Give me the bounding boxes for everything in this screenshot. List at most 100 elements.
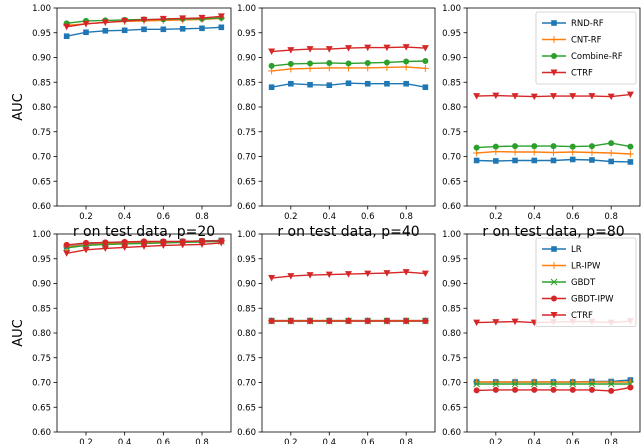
data-point	[531, 386, 538, 393]
data-point	[422, 57, 429, 64]
data-point	[473, 93, 481, 100]
data-point	[492, 386, 499, 393]
data-point	[511, 380, 519, 388]
data-point	[268, 62, 275, 69]
y-tick-label: 0.70	[442, 153, 461, 163]
y-tick-label: 0.80	[237, 329, 256, 339]
data-point	[588, 149, 596, 157]
y-tick-label: 0.80	[32, 103, 51, 113]
panel-bottom-left: 0.60 0.65 0.70 0.75 0.80 0.85 0.90 0.95 1.00 0.2 0…	[11, 230, 232, 444]
x-axis-label: r on test data, p=40	[277, 224, 419, 240]
data-point	[588, 93, 596, 100]
y-tick-label: 0.70	[237, 153, 256, 163]
y-tick-label: 0.70	[32, 153, 51, 163]
data-point	[141, 26, 147, 33]
data-point	[121, 238, 128, 245]
legend-label: CTRF	[571, 311, 593, 321]
y-tick-label: 0.85	[442, 78, 461, 88]
y-tick-label: 0.90	[237, 54, 256, 64]
data-point	[364, 318, 371, 325]
data-point	[326, 82, 333, 89]
data-point	[607, 93, 615, 101]
data-point	[550, 380, 557, 388]
data-point	[473, 387, 480, 394]
y-tick-label: 0.60	[32, 428, 51, 438]
x-tick-label: 0.8	[604, 212, 618, 222]
y-tick-label: 0.75	[237, 128, 256, 138]
legend-box	[535, 11, 637, 85]
panel-bottom-right: 0.60 0.65 0.70 0.75 0.80 0.85 0.90 0.95 1.00 0.2 0…	[442, 230, 641, 444]
data-point	[307, 318, 314, 325]
data-point	[83, 239, 89, 246]
legend-marker	[551, 20, 557, 26]
legend-label: GBDT	[571, 278, 596, 288]
legend-marker	[551, 295, 557, 302]
data-point	[198, 14, 206, 22]
data-point	[627, 159, 634, 165]
y-tick-label: 0.75	[442, 128, 461, 138]
y-tick-label: 0.80	[442, 329, 461, 339]
y-tick-label: 0.60	[442, 428, 461, 438]
data-point	[627, 143, 634, 150]
y-tick-label: 0.75	[442, 354, 461, 364]
data-point	[102, 239, 109, 246]
data-point	[383, 270, 391, 277]
data-point	[492, 143, 499, 150]
y-tick-label: 0.90	[442, 280, 461, 290]
legend-marker	[551, 53, 557, 59]
legend-label: LR	[571, 245, 582, 255]
data-point	[492, 380, 500, 388]
y-tick-label: 0.60	[237, 428, 256, 438]
data-point	[569, 93, 577, 100]
data-point	[569, 386, 576, 393]
legend-label: CNT-RF	[571, 36, 602, 46]
data-point	[345, 318, 352, 325]
data-point	[473, 157, 480, 164]
data-point	[364, 80, 371, 87]
data-point	[268, 84, 275, 90]
data-point	[569, 380, 577, 388]
y-tick-label: 0.90	[32, 54, 51, 64]
data-point	[179, 15, 187, 22]
y-tick-label: 1.00	[32, 230, 51, 240]
y-tick-label: 0.70	[237, 379, 256, 389]
data-point	[325, 46, 333, 53]
axes-frame	[56, 233, 232, 433]
legend-marker	[550, 278, 558, 286]
x-tick-label: 0.2	[284, 212, 298, 222]
legend-label: LR-IPW	[571, 262, 601, 272]
x-tick-label: 0.8	[604, 438, 618, 444]
data-point	[63, 241, 70, 248]
y-tick-label: 0.85	[32, 304, 51, 314]
y-tick-label: 0.95	[237, 29, 256, 39]
x-tick-label: 0.6	[361, 438, 375, 444]
data-point	[421, 270, 429, 278]
data-point	[383, 318, 390, 325]
data-point	[493, 158, 499, 164]
data-point	[403, 318, 410, 325]
panel-bottom-middle: 0.60 0.65 0.70 0.75 0.80 0.85 0.90 0.95 1.00 0.2 0…	[237, 230, 436, 444]
y-tick-label: 0.65	[237, 403, 256, 413]
axes-frame	[466, 7, 641, 207]
data-point	[402, 44, 410, 51]
data-point	[287, 273, 295, 280]
data-point	[345, 271, 352, 278]
y-tick-label: 0.75	[237, 354, 256, 364]
y-tick-label: 0.60	[237, 202, 256, 212]
y-tick-label: 0.95	[442, 255, 461, 265]
axes-frame	[56, 7, 232, 207]
x-tick-label: 0.4	[528, 212, 542, 222]
x-tick-label: 0.6	[157, 212, 171, 222]
data-point	[102, 27, 109, 34]
data-point	[403, 80, 409, 87]
legend-marker	[551, 246, 557, 252]
data-point	[530, 148, 538, 156]
data-point	[82, 20, 90, 28]
data-point	[550, 157, 557, 164]
x-tick-label: 0.4	[528, 438, 542, 444]
data-point	[627, 384, 634, 391]
y-tick-label: 0.80	[237, 103, 256, 113]
y-tick-label: 1.00	[237, 230, 256, 240]
data-point	[121, 244, 129, 251]
data-point	[608, 387, 615, 394]
